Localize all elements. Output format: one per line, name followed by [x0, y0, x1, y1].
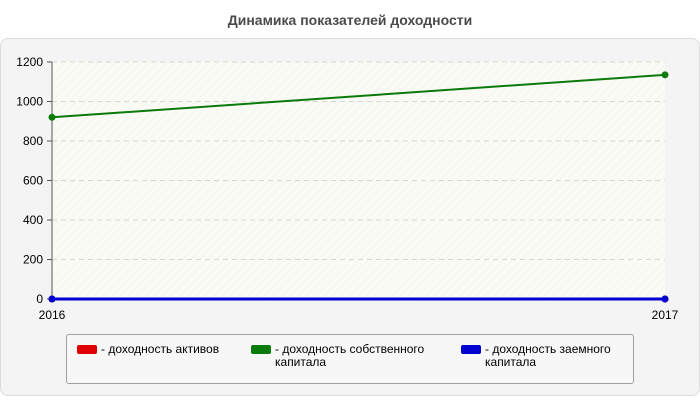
legend-swatch-debt [461, 345, 481, 354]
y-tick-label: 600 [23, 174, 43, 188]
legend-swatch-equity [251, 345, 271, 354]
series-line [51, 73, 666, 119]
legend-swatch-assets [77, 345, 97, 354]
legend-label-debt: - доходность заемного капитала [485, 342, 611, 369]
y-tick-label: 0 [36, 292, 43, 306]
chart-legend: - доходность активов - доходность собств… [66, 334, 634, 384]
data-point [661, 295, 669, 303]
y-tick-label: 400 [23, 213, 43, 227]
legend-label-equity: - доходность собственного капитала [275, 342, 425, 369]
chart-title: Динамика показателей доходности [227, 12, 473, 28]
y-tick-label: 200 [23, 253, 43, 267]
y-tick-label: 800 [23, 134, 43, 148]
data-point [48, 113, 56, 121]
legend-label-assets: - доходность активов [101, 342, 220, 356]
x-tick-label: 2016 [39, 308, 66, 322]
data-point [48, 295, 56, 303]
x-tick-label: 2017 [652, 308, 679, 322]
y-tick-label: 1200 [16, 55, 43, 69]
y-tick-label: 1000 [16, 95, 43, 109]
data-point [661, 71, 669, 79]
